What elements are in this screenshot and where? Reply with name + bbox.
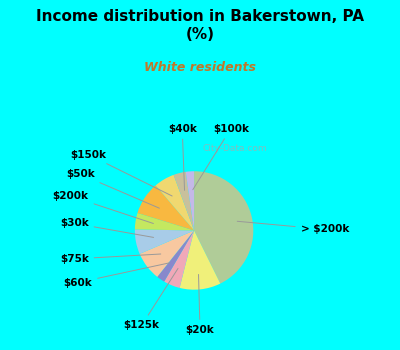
Wedge shape xyxy=(186,171,194,230)
Wedge shape xyxy=(138,186,194,230)
Wedge shape xyxy=(164,230,194,288)
Text: $20k: $20k xyxy=(186,274,214,335)
Wedge shape xyxy=(174,172,194,230)
Wedge shape xyxy=(140,230,194,277)
Text: $125k: $125k xyxy=(124,268,178,330)
Text: $50k: $50k xyxy=(66,169,159,208)
Wedge shape xyxy=(135,229,194,254)
Text: $75k: $75k xyxy=(60,254,161,264)
Text: Income distribution in Bakerstown, PA
(%): Income distribution in Bakerstown, PA (%… xyxy=(36,9,364,42)
Text: $200k: $200k xyxy=(53,191,154,224)
Text: $30k: $30k xyxy=(60,218,154,237)
Text: White residents: White residents xyxy=(144,61,256,74)
Text: City-Data.com: City-Data.com xyxy=(202,144,267,153)
Wedge shape xyxy=(194,171,253,284)
Wedge shape xyxy=(156,175,194,230)
Text: $40k: $40k xyxy=(168,124,197,190)
Wedge shape xyxy=(180,230,220,290)
Wedge shape xyxy=(157,230,194,282)
Text: $60k: $60k xyxy=(64,263,170,288)
Text: $150k: $150k xyxy=(70,150,172,196)
Text: > $200k: > $200k xyxy=(237,221,349,234)
Wedge shape xyxy=(135,213,194,230)
Text: $100k: $100k xyxy=(193,124,249,190)
